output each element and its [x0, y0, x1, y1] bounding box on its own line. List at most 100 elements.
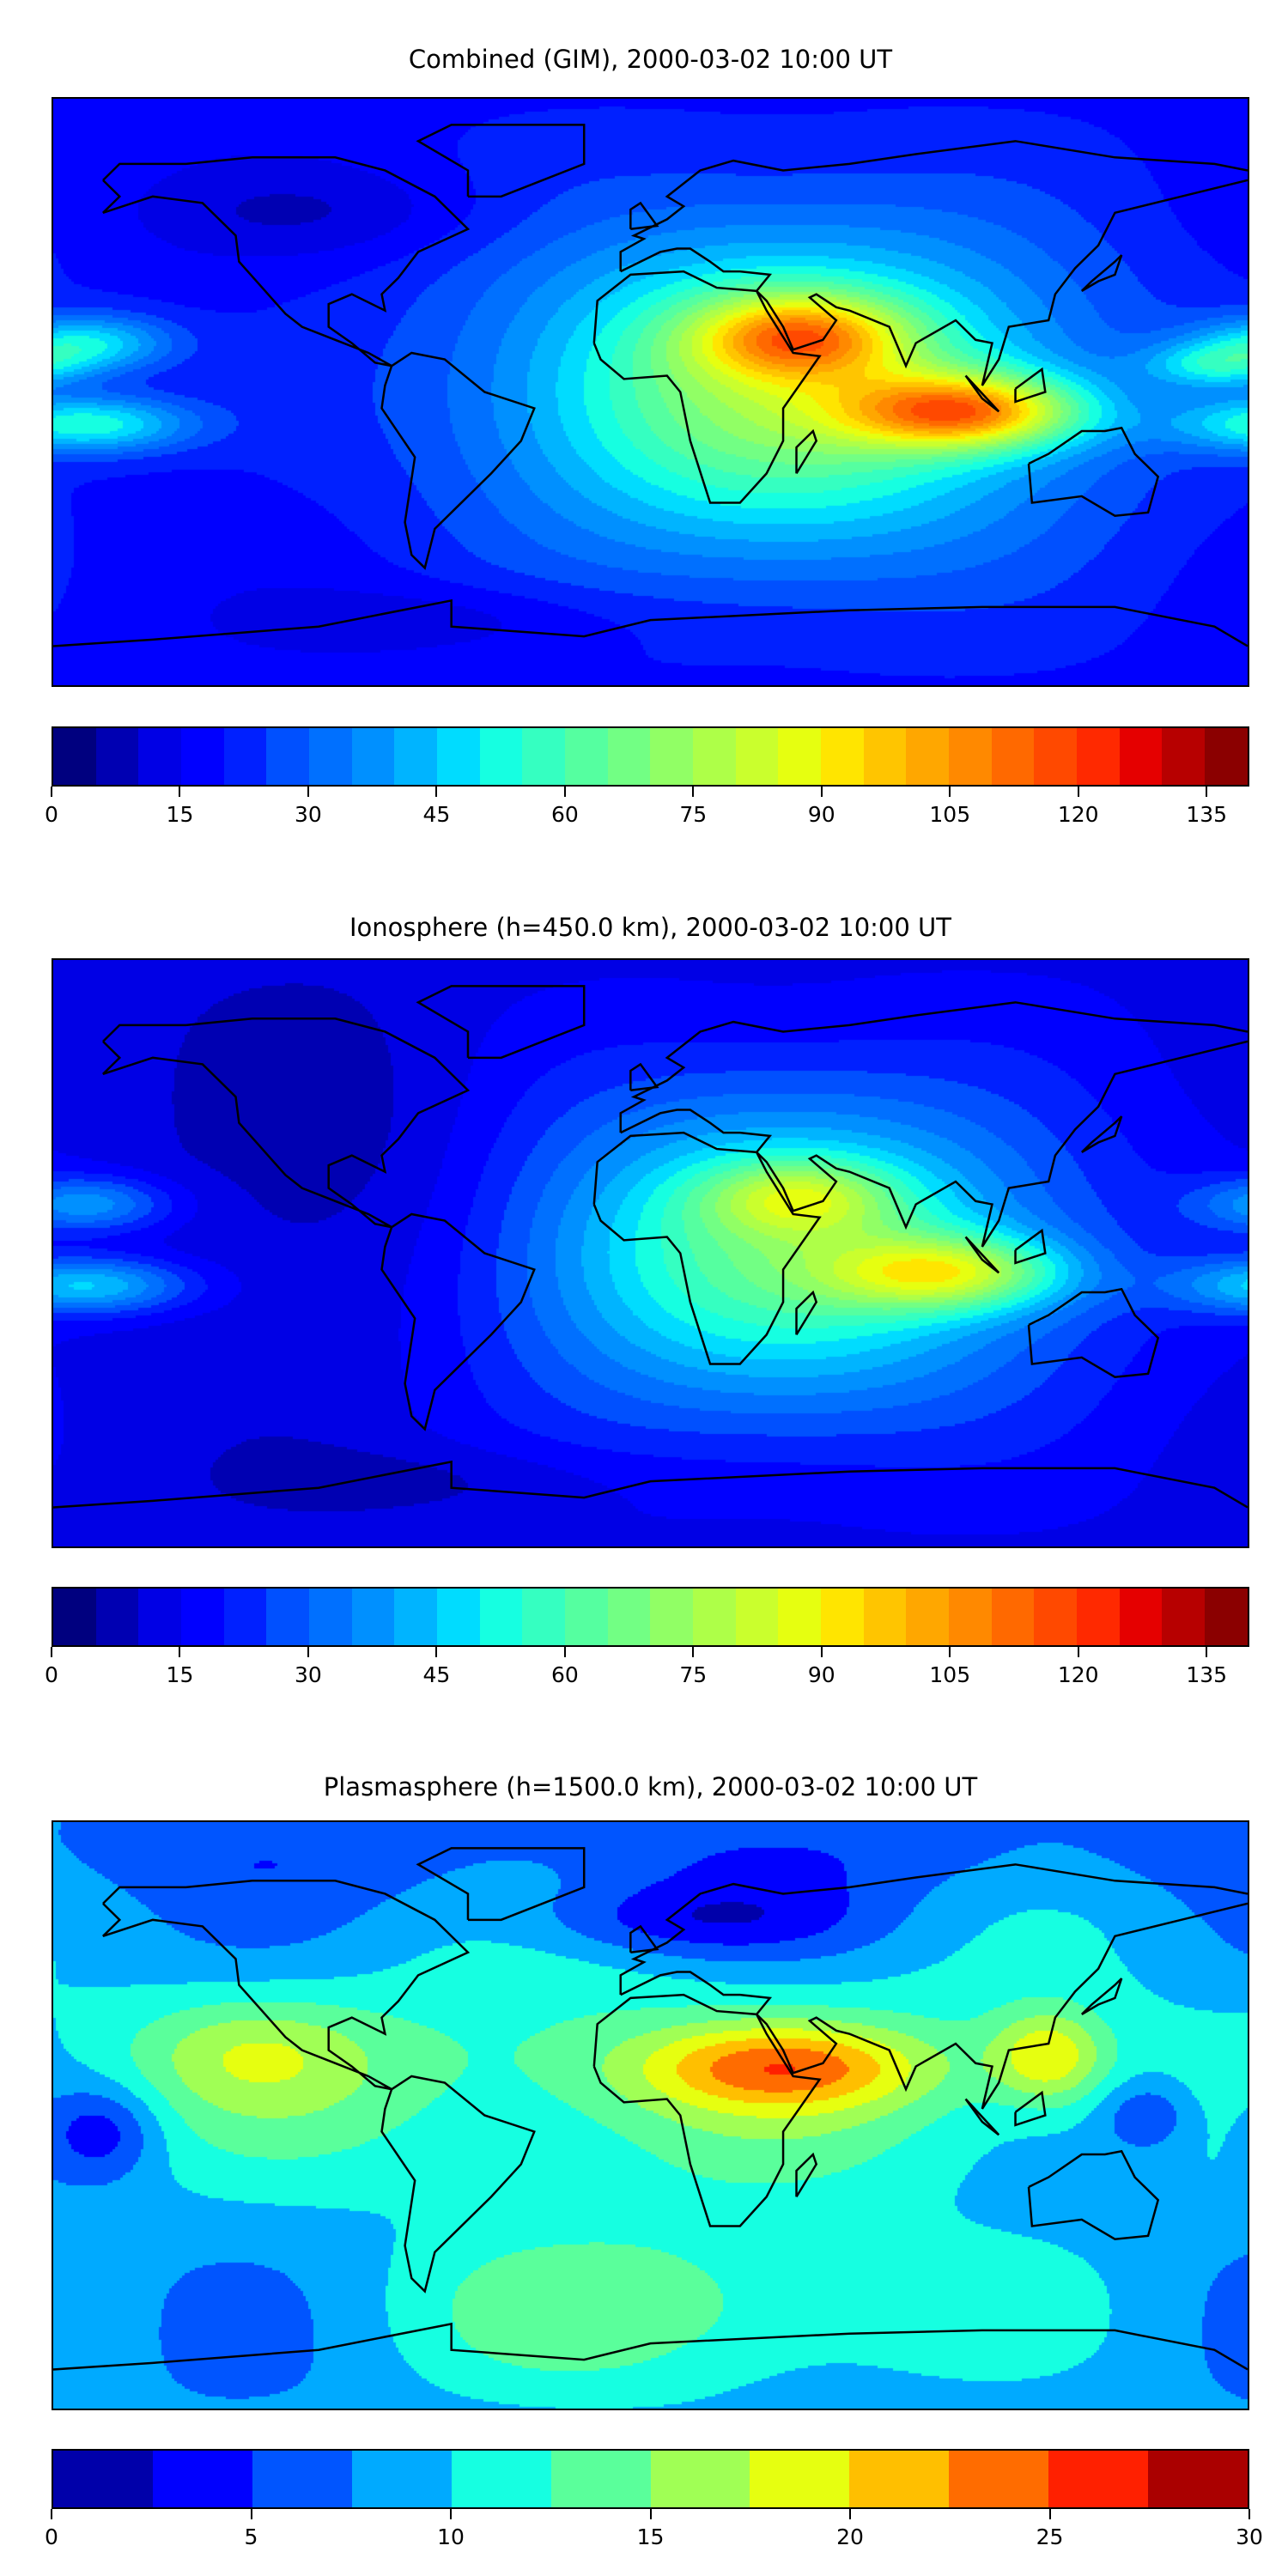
colorbar-level — [53, 1589, 96, 1645]
colorbar-tick — [949, 787, 951, 797]
coastline — [416, 124, 586, 198]
colorbar-level — [138, 728, 182, 785]
colorbar-tick — [307, 1647, 309, 1657]
colorbar-level — [821, 1589, 864, 1645]
coastline — [592, 1131, 822, 1365]
colorbar-ionosphere — [52, 1587, 1249, 1647]
colorbar-tick-label: 120 — [1057, 1662, 1099, 1687]
colorbar-level — [565, 1589, 608, 1645]
coastline — [795, 1290, 818, 1336]
map-ionosphere — [52, 958, 1249, 1548]
colorbar-level — [479, 728, 523, 785]
colorbar-tick — [1206, 787, 1208, 797]
colorbar-ticks-ionosphere: 0 15 30 45 60 75 90 105 120 135 — [45, 1647, 1249, 1698]
colorbar-tick — [692, 787, 695, 797]
colorbar-plasmasphere — [52, 2449, 1249, 2509]
colorbar-level — [1034, 728, 1078, 785]
colorbar-level — [693, 728, 736, 785]
colorbar-level — [266, 1589, 310, 1645]
coastline — [964, 374, 1000, 413]
colorbar-level — [53, 728, 96, 785]
colorbar-tick-label: 10 — [437, 2524, 465, 2549]
coastline — [1014, 1228, 1047, 1265]
coastlines — [53, 124, 1248, 647]
colorbar-level — [565, 728, 608, 785]
coastline — [102, 1880, 471, 2091]
colorbar-combined — [52, 726, 1249, 787]
colorbar-tick — [1249, 2509, 1250, 2519]
coastline — [795, 428, 818, 475]
coastline — [592, 270, 822, 504]
colorbar-tick — [435, 1647, 438, 1657]
colorbar-level — [95, 728, 139, 785]
coastline — [795, 2152, 818, 2198]
colorbar-level — [309, 1589, 352, 1645]
colorbar-level — [1077, 728, 1120, 785]
colorbar-level — [949, 2451, 1049, 2507]
colorbar-level — [650, 2451, 750, 2507]
coastline — [102, 156, 471, 368]
colorbar-tick-label: 75 — [679, 802, 708, 827]
colorbar-level — [351, 2451, 452, 2507]
colorbar-tick-label: 90 — [807, 1662, 835, 1687]
colorbar-level — [906, 728, 950, 785]
colorbar-tick — [179, 787, 181, 797]
map-combined-gim — [52, 97, 1249, 687]
colorbar-level — [750, 2451, 850, 2507]
tec-field-combined — [53, 99, 1248, 685]
coastline — [416, 1847, 586, 1922]
colorbar-level — [394, 728, 438, 785]
colorbar-level — [778, 728, 822, 785]
colorbar-tick-label: 90 — [807, 802, 835, 827]
colorbar-level — [650, 1589, 694, 1645]
colorbar-level — [693, 1589, 736, 1645]
coastline — [380, 351, 536, 570]
colorbar-tick — [820, 1647, 823, 1657]
colorbar-tick — [1077, 1647, 1079, 1657]
colorbar-level — [1148, 2451, 1249, 2507]
coastline — [1027, 1287, 1160, 1378]
colorbar-tick — [450, 2509, 452, 2519]
map-title-ionosphere: Ionosphere (h=450.0 km), 2000-03-02 10:0… — [349, 913, 951, 942]
map-title-combined: Combined (GIM), 2000-03-02 10:00 UT — [408, 45, 893, 74]
colorbar-tick — [692, 1647, 695, 1657]
colorbar-level — [1119, 1589, 1163, 1645]
colorbar-level — [1119, 728, 1163, 785]
coastline — [629, 1062, 659, 1092]
coastline — [53, 598, 1248, 647]
colorbar-level — [1077, 1589, 1120, 1645]
colorbar-level — [949, 1589, 992, 1645]
colorbar-level — [650, 728, 694, 785]
colorbar-level — [223, 728, 267, 785]
colorbar-tick-label: 135 — [1186, 802, 1228, 827]
colorbar-tick-label: 30 — [295, 802, 322, 827]
colorbar-tick-label: 60 — [550, 1662, 579, 1687]
colorbar-tick-label: 15 — [166, 802, 194, 827]
colorbar-tick — [649, 2509, 652, 2519]
colorbar-tick-label: 5 — [244, 2524, 258, 2549]
coastline — [380, 1212, 536, 1431]
coastline — [102, 1018, 471, 1229]
coastline — [629, 201, 659, 231]
colorbar-tick-label: 15 — [166, 1662, 194, 1687]
coastline — [380, 2075, 536, 2293]
colorbar-tick — [949, 1647, 951, 1657]
colorbar-tick — [1077, 787, 1079, 797]
colorbar-level — [821, 728, 864, 785]
colorbar-level — [1162, 1589, 1206, 1645]
coastline — [619, 1001, 1248, 1133]
colorbar-level — [266, 728, 310, 785]
colorbar-level — [1205, 1589, 1248, 1645]
coastline — [620, 1902, 1248, 2110]
coastline — [1080, 254, 1123, 292]
coastline — [1080, 1115, 1123, 1153]
coastline — [1080, 1978, 1123, 2015]
coastline — [964, 2098, 1000, 2136]
colorbar-level — [1048, 2451, 1149, 2507]
colorbar-level — [138, 1589, 182, 1645]
coastline — [629, 1924, 659, 1954]
colorbar-tick-label: 30 — [1236, 2524, 1263, 2549]
colorbar-level — [607, 728, 651, 785]
coastlines — [53, 985, 1248, 1509]
colorbar-level — [550, 2451, 651, 2507]
